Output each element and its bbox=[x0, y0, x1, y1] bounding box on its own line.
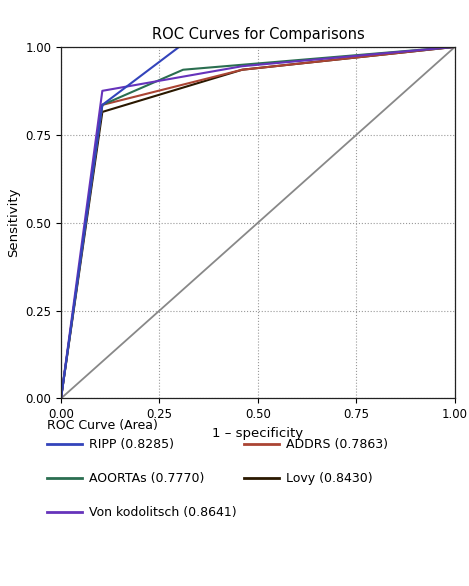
Y-axis label: Sensitivity: Sensitivity bbox=[7, 188, 20, 257]
Title: ROC Curves for Comparisons: ROC Curves for Comparisons bbox=[151, 26, 364, 42]
Text: ADDRS (0.7863): ADDRS (0.7863) bbox=[286, 438, 388, 451]
Text: RIPP (0.8285): RIPP (0.8285) bbox=[89, 438, 174, 451]
X-axis label: 1 – specificity: 1 – specificity bbox=[212, 427, 303, 440]
Text: AOORTAs (0.7770): AOORTAs (0.7770) bbox=[89, 472, 204, 485]
Text: ROC Curve (Area): ROC Curve (Area) bbox=[47, 419, 158, 432]
Text: Von kodolitsch (0.8641): Von kodolitsch (0.8641) bbox=[89, 506, 237, 519]
Text: Lovy (0.8430): Lovy (0.8430) bbox=[286, 472, 373, 485]
